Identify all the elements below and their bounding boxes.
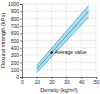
tick-mark [20,19,22,20]
grid-line [22,4,96,5]
tick-label: 1000 [8,1,19,7]
tick: 40 [79,77,85,85]
grid-line [22,69,96,70]
tick-label: 500 [11,38,20,44]
tick-label: 800 [11,16,20,22]
axis-line [20,5,23,78]
plot: 0102030405001002003004005006007008009001… [8,1,100,84]
tick-mark [20,48,22,49]
y-axis: 0100200 300400500 600700800 9001000 [8,1,23,80]
series-line [37,17,89,72]
tick-label: 600 [11,30,20,36]
tick-label: 100 [11,67,20,73]
tick: 300 [11,52,22,58]
tick-mark [20,4,22,5]
tick: 200 [11,60,22,66]
grid-line [51,4,52,77]
tick: 0 [16,74,22,80]
grid [22,4,96,77]
tick: 50 [94,77,100,85]
tick-mark [20,62,22,63]
tick-label: 700 [11,23,20,29]
marks [37,5,89,72]
series-line [37,5,89,65]
tick: 0 [21,77,24,85]
tick-label: 10 [35,79,41,85]
tick: 500 [11,38,22,44]
tick-label: 0 [21,79,24,85]
y-axis-title: Flexural strength (kPa) [0,13,6,69]
tick-mark [20,70,22,71]
grid-line [22,62,96,63]
tick-mark [20,77,22,78]
tick-mark [20,11,22,12]
tick: 400 [11,45,22,51]
tick-label: 300 [11,52,20,58]
tick: 100 [11,67,22,73]
tick-mark [20,26,22,27]
tick: 700 [11,23,22,29]
tick-mark [20,41,22,42]
x-axis: 0 10 20 30 40 50 [21,77,99,85]
grid-line [96,4,97,77]
tick: 800 [11,16,22,22]
tick: 10 [35,77,41,85]
tick-label: 20 [49,79,55,85]
tick-label: 50 [94,79,100,85]
tick: 20 [49,77,55,85]
chart: 0102030405001002003004005006007008009001… [0,0,100,94]
tick-mark [20,55,22,56]
tick-label: 0 [16,74,19,80]
tick-label: 900 [11,8,20,14]
tick-label: 30 [64,79,70,85]
tick-mark [20,33,22,34]
tick: 600 [11,30,22,36]
tick: 900 [11,8,22,14]
grid-line [22,33,96,34]
series-line [37,11,89,69]
band [37,5,89,72]
tick-label: 40 [79,79,85,85]
tick: 1000 [8,1,22,7]
annotation: Average value [55,49,87,55]
annotation-point [50,51,52,53]
grid-line [22,25,96,26]
tick-label: 200 [11,60,20,66]
tick: 30 [64,77,70,85]
tick-label: 400 [11,45,20,51]
x-axis-title: Density (kg/m³) [40,87,77,93]
